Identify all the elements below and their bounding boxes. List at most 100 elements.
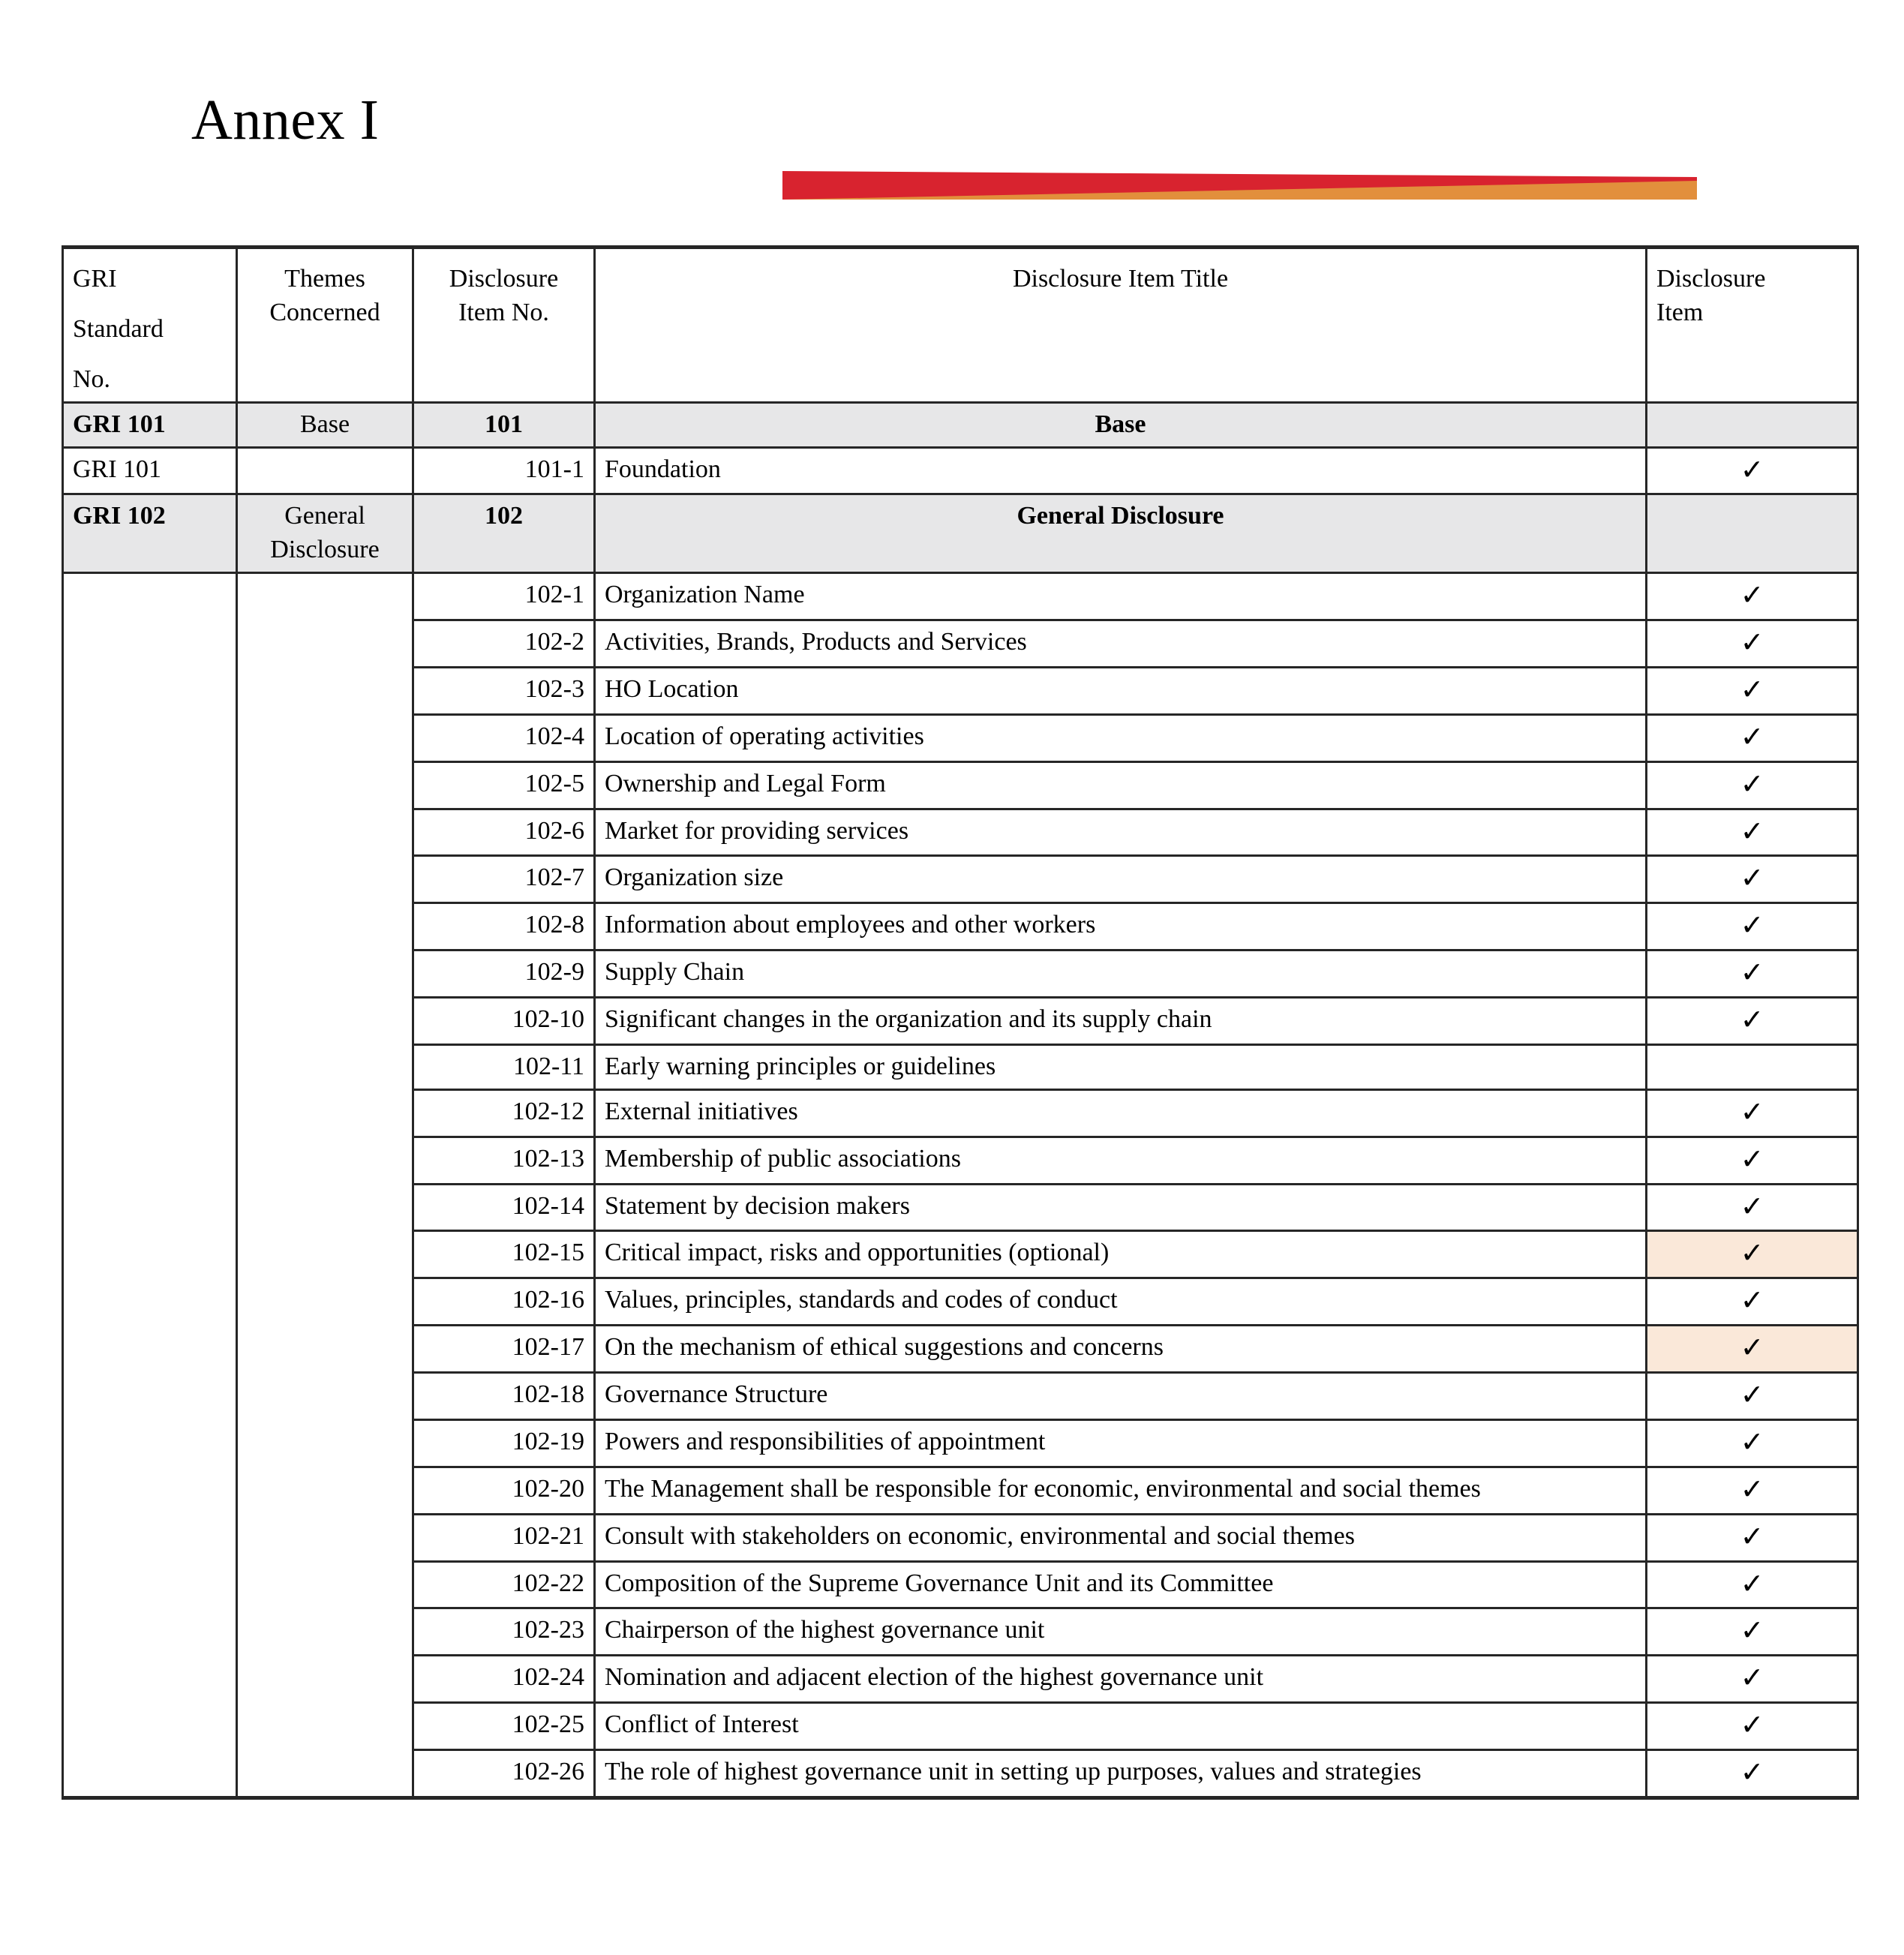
check-icon: ✓ [1740, 863, 1764, 895]
check-icon: ✓ [1740, 815, 1764, 848]
row-check-cell: ✓ [1645, 572, 1859, 621]
accent-bar-shape [782, 171, 1697, 200]
row-check-cell: ✓ [1645, 996, 1859, 1046]
check-icon: ✓ [1740, 1096, 1764, 1128]
column-header-disclosure-item-no: Disclosure Item No. [412, 246, 596, 404]
row-item-title: External initiatives [593, 1088, 1647, 1138]
row-item-title: Powers and responsibilities of appointme… [593, 1418, 1647, 1468]
row-check-cell: ✓ [1645, 665, 1859, 716]
row-item-no: 102-12 [412, 1088, 596, 1138]
table-row: 102-19 Powers and responsibilities of app… [63, 1418, 1859, 1468]
column-header-disclosure-item: Disclosure Item [1645, 246, 1859, 404]
row-theme [236, 446, 414, 496]
check-icon: ✓ [1740, 674, 1764, 706]
row-item-no: 102-23 [412, 1607, 596, 1657]
row-item-no: 102-3 [412, 665, 596, 716]
table-row: 102-14 Statement by decision makers ✓ [63, 1182, 1859, 1233]
table-row: 102-8 Information about employees and oth… [63, 902, 1859, 952]
column-header-disclosure-item-no-line: Item No. [458, 298, 549, 326]
row-item-no: 102-9 [412, 949, 596, 999]
row-item-title: Statement by decision makers [593, 1182, 1647, 1233]
column-header-gri-standard-no-line: No. [73, 365, 111, 393]
row-check-cell: ✓ [1645, 902, 1859, 952]
row-item-no: 102-2 [412, 619, 596, 668]
page-title: Annex I [191, 89, 380, 152]
section-theme: Base [236, 401, 414, 449]
section-item-no: 102 [412, 493, 596, 575]
table-row: 102-18 Governance Structure ✓ [63, 1371, 1859, 1421]
row-item-no: 102-19 [412, 1418, 596, 1468]
table-row: 102-25 Conflict of Interest ✓ [63, 1701, 1859, 1751]
table-row: GRI 101 101-1 Foundation ✓ [62, 446, 1859, 496]
row-item-no: 102-16 [412, 1277, 596, 1327]
table-row: 102-16 Values, principles, standards and … [63, 1277, 1859, 1327]
check-icon: ✓ [1740, 1005, 1764, 1036]
check-icon: ✓ [1740, 1426, 1764, 1458]
row-check-cell: ✓ [1645, 949, 1859, 999]
table-row: 102-15 Critical impact, risks and opportu… [63, 1230, 1859, 1280]
row-item-title: Ownership and Legal Form [593, 760, 1647, 810]
row-item-title: Composition of the Supreme Governance Un… [593, 1560, 1647, 1610]
check-icon: ✓ [1740, 1332, 1764, 1365]
page-header: Annex I [0, 0, 1904, 200]
section-title: Base [593, 401, 1647, 449]
check-icon: ✓ [1740, 1757, 1764, 1788]
column-header-gri-standard-no: GRI Standard No. [62, 246, 238, 404]
check-icon: ✓ [1740, 454, 1764, 486]
spacer [73, 347, 227, 363]
table-row: 102-26 The role of highest governance uni… [63, 1749, 1859, 1799]
section-theme-line: General [284, 502, 365, 530]
row-check-cell: ✓ [1645, 1324, 1859, 1374]
row-item-title: Supply Chain [593, 949, 1647, 999]
row-check-cell: ✓ [1645, 807, 1859, 857]
check-icon: ✓ [1740, 1285, 1764, 1317]
row-check-cell: ✓ [1645, 760, 1859, 810]
row-check-cell: ✓ [1645, 446, 1859, 496]
check-icon: ✓ [1740, 1568, 1764, 1600]
row-item-no: 102-15 [412, 1230, 596, 1280]
section-theme: General Disclosure [236, 493, 414, 575]
check-icon: ✓ [1740, 768, 1764, 800]
column-header-disclosure-item-line: Item [1656, 298, 1704, 326]
column-header-gri-standard-no-line: Standard [73, 314, 164, 343]
row-check-cell: ✓ [1645, 1418, 1859, 1468]
row-item-no: 101-1 [412, 446, 596, 496]
check-icon: ✓ [1740, 1615, 1764, 1647]
row-item-no: 102-11 [412, 1043, 596, 1091]
check-icon: ✓ [1740, 1662, 1764, 1695]
section-title: General Disclosure [593, 493, 1647, 575]
check-icon: ✓ [1740, 721, 1764, 753]
table-row: 102-24 Nomination and adjacent election o… [63, 1654, 1859, 1704]
row-item-no: 102-18 [412, 1371, 596, 1421]
table-row: 102-20 The Management shall be responsibl… [63, 1465, 1859, 1515]
row-check-cell: ✓ [1645, 1182, 1859, 1233]
section-check-cell [1645, 493, 1859, 575]
row-item-title: Membership of public associations [593, 1135, 1647, 1185]
row-item-no: 102-1 [412, 572, 596, 621]
row-check-cell: ✓ [1645, 1277, 1859, 1327]
row-check-cell: ✓ [1645, 1512, 1859, 1563]
row-check-cell: ✓ [1645, 1654, 1859, 1704]
table-row: 102-21 Consult with stakeholders on econo… [63, 1512, 1859, 1563]
section-item-no: 101 [412, 401, 596, 449]
row-item-title: Activities, Brands, Products and Service… [593, 619, 1647, 668]
row-item-title: Early warning principles or guidelines [593, 1043, 1647, 1091]
table-row: 102-11 Early warning principles or guidel… [63, 1043, 1859, 1091]
table-row: 102-23 Chairperson of the highest governa… [63, 1607, 1859, 1657]
row-item-title: Values, principles, standards and codes … [593, 1277, 1647, 1327]
row-item-title: Conflict of Interest [593, 1701, 1647, 1751]
column-header-disclosure-item-title: Disclosure Item Title [593, 246, 1647, 404]
row-check-cell: ✓ [1645, 1560, 1859, 1610]
table-row: 102-13 Membership of public associations ✓ [63, 1135, 1859, 1185]
row-item-no: 102-5 [412, 760, 596, 810]
row-standard-no-merged [62, 572, 238, 1799]
check-icon: ✓ [1740, 1473, 1764, 1506]
row-item-title: Governance Structure [593, 1371, 1647, 1421]
table-row: 102-9 Supply Chain ✓ [63, 949, 1859, 999]
row-item-no: 102-20 [412, 1465, 596, 1515]
row-item-no: 102-26 [412, 1749, 596, 1799]
check-icon: ✓ [1740, 957, 1764, 990]
row-item-title: Organization size [593, 854, 1647, 905]
column-header-disclosure-item-line: Disclosure [1656, 265, 1766, 293]
row-item-no: 102-25 [412, 1701, 596, 1751]
